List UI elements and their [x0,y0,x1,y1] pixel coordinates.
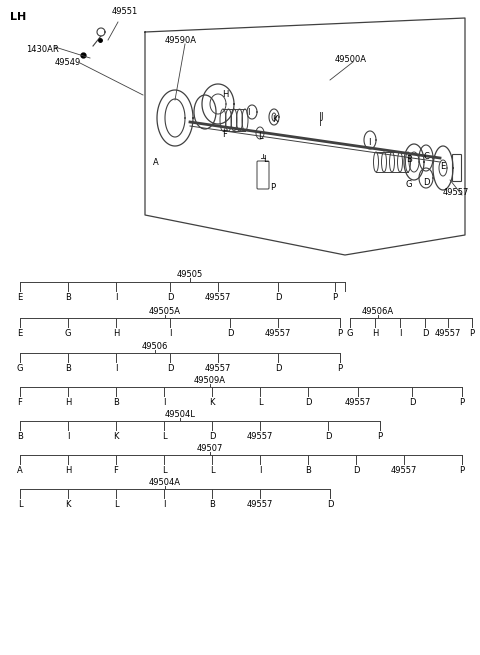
Text: 1430AR: 1430AR [26,45,59,54]
Text: D: D [275,293,281,302]
Text: D: D [167,293,173,302]
Text: I: I [115,364,117,373]
Text: H: H [113,329,119,338]
Text: G: G [65,329,71,338]
Text: K: K [272,115,277,124]
Text: 49557: 49557 [391,466,417,475]
Text: 49557: 49557 [443,188,469,197]
Text: E: E [440,162,445,171]
Text: E: E [17,329,23,338]
Text: L: L [258,132,263,141]
Text: 49557: 49557 [205,364,231,373]
Text: D: D [353,466,359,475]
Text: 49505A: 49505A [149,307,181,316]
Text: D: D [275,364,281,373]
Text: 49506: 49506 [142,342,168,351]
Text: I: I [169,329,171,338]
Text: P: P [377,432,383,441]
Text: B: B [65,293,71,302]
Text: I: I [368,138,371,147]
Text: D: D [327,500,333,509]
Text: I: I [115,293,117,302]
Text: 49504A: 49504A [149,478,181,487]
Text: 49549: 49549 [55,58,81,67]
Text: I: I [259,466,261,475]
Text: P: P [459,466,465,475]
Text: L: L [18,500,22,509]
Text: 49557: 49557 [345,398,371,407]
Text: C: C [423,152,429,161]
Text: H: H [372,329,378,338]
Text: K: K [65,500,71,509]
Text: A: A [17,466,23,475]
Text: I: I [163,398,165,407]
Text: E: E [17,293,23,302]
Text: L: L [162,466,166,475]
Text: 49557: 49557 [205,293,231,302]
Text: I: I [247,108,250,117]
Text: 49557: 49557 [247,432,273,441]
Text: D: D [167,364,173,373]
Text: H: H [222,90,228,99]
Text: B: B [65,364,71,373]
Text: A: A [153,158,159,167]
Text: 49557: 49557 [265,329,291,338]
Text: F: F [114,466,119,475]
Text: F: F [222,130,227,139]
Text: K: K [113,432,119,441]
Text: F: F [18,398,23,407]
Text: D: D [409,398,415,407]
Text: H: H [65,398,71,407]
Text: L: L [263,155,268,164]
Text: LH: LH [10,12,26,22]
Text: D: D [422,329,428,338]
FancyBboxPatch shape [453,155,461,181]
Text: L: L [258,398,262,407]
Text: G: G [347,329,353,338]
Text: D: D [305,398,311,407]
Text: D: D [209,432,215,441]
Text: 49505: 49505 [177,270,203,279]
Text: B: B [305,466,311,475]
Text: G: G [17,364,23,373]
Text: I: I [399,329,401,338]
Text: K: K [209,398,215,407]
Text: P: P [333,293,337,302]
FancyBboxPatch shape [257,161,269,189]
Text: 49557: 49557 [247,500,273,509]
Text: 49506A: 49506A [362,307,394,316]
Text: L: L [114,500,118,509]
Text: P: P [469,329,475,338]
Text: P: P [270,183,275,192]
Text: B: B [17,432,23,441]
Text: L: L [162,432,166,441]
Text: 49590A: 49590A [165,36,197,45]
Text: J: J [320,112,323,121]
Text: H: H [65,466,71,475]
Text: 49504L: 49504L [165,410,195,419]
Text: B: B [113,398,119,407]
Text: B: B [406,155,412,164]
Text: 49557: 49557 [435,329,461,338]
Text: 49507: 49507 [197,444,223,453]
Text: D: D [325,432,331,441]
Text: I: I [67,432,69,441]
Text: D: D [227,329,233,338]
Text: P: P [337,364,343,373]
Text: B: B [209,500,215,509]
Text: 49509A: 49509A [194,376,226,385]
Text: D: D [423,178,430,187]
Text: P: P [337,329,343,338]
Text: I: I [163,500,165,509]
Text: L: L [210,466,214,475]
Text: P: P [459,398,465,407]
Text: 49500A: 49500A [335,55,367,64]
Text: 49551: 49551 [112,7,138,16]
Text: G: G [405,180,411,189]
